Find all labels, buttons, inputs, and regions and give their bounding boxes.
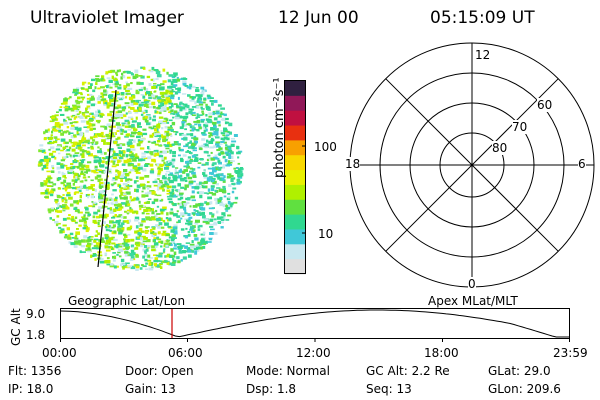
y-tick-1-8: 1.8	[26, 328, 46, 342]
colorbar-tick-100: 100	[314, 140, 337, 154]
x-tick-0600: 06:00	[168, 346, 203, 360]
app-title: Ultraviolet Imager	[30, 8, 184, 28]
x-tick-1800: 18:00	[424, 346, 459, 360]
uv-earth-image	[37, 66, 244, 271]
dsp-info: Dsp: 1.8	[246, 382, 297, 396]
geographic-title: Geographic Lat/Lon	[68, 294, 186, 308]
gc-alt-axis-label: GC Alt	[9, 308, 23, 346]
mode-info: Mode: Normal	[246, 364, 330, 378]
y-tick-9: 9.0	[26, 307, 46, 321]
altitude-timeline-plot	[60, 308, 570, 342]
polar-mlt-grid	[349, 42, 595, 288]
mlt-label-12: 12	[475, 48, 491, 62]
lat-label-70: 70	[512, 120, 528, 134]
x-tick-2359: 23:59	[553, 346, 588, 360]
glon-info: GLon: 209.6	[488, 382, 561, 396]
seq-info: Seq: 13	[366, 382, 412, 396]
flight-info: Flt: 1356	[8, 364, 62, 378]
x-tick-0000: 00:00	[42, 346, 77, 360]
ip-info: IP: 18.0	[8, 382, 54, 396]
mlt-label-0: 0	[468, 277, 476, 291]
terminator-line	[97, 89, 117, 268]
mlt-label-6: 6	[578, 157, 586, 171]
date-label: 12 Jun 00	[278, 8, 359, 28]
mlt-label-18: 18	[345, 157, 361, 171]
colorbar-tick-10: 10	[318, 227, 334, 241]
colorbar-unit-label: photon cm⁻²s⁻¹	[272, 77, 287, 178]
color-scale-bar	[284, 80, 306, 275]
gc-alt-info: GC Alt: 2.2 Re	[366, 364, 450, 378]
lat-label-60: 60	[537, 98, 553, 112]
x-tick-1200: 12:00	[296, 346, 331, 360]
door-info: Door: Open	[125, 364, 194, 378]
glat-info: GLat: 29.0	[488, 364, 551, 378]
lat-label-80: 80	[492, 141, 508, 155]
time-label: 05:15:09 UT	[430, 8, 535, 28]
gain-info: Gain: 13	[125, 382, 176, 396]
apex-title: Apex MLat/MLT	[428, 294, 518, 308]
